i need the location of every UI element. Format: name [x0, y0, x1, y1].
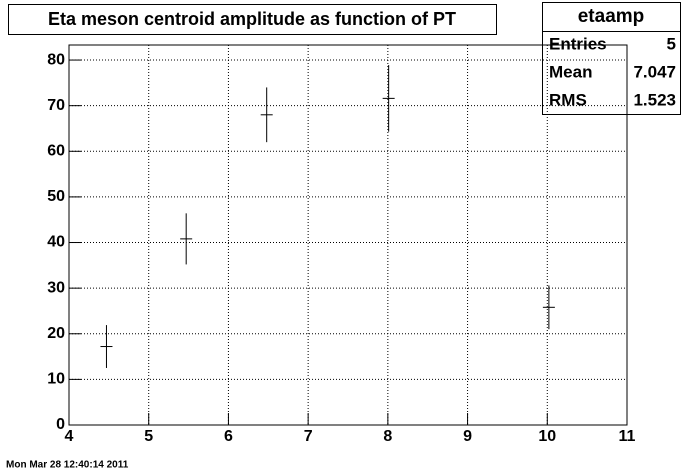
stats-label: Entries: [549, 34, 607, 53]
x-tick-label: 9: [463, 428, 472, 445]
y-tick-label: 50: [47, 188, 65, 205]
timestamp: Mon Mar 28 12:40:14 2011: [6, 460, 129, 471]
stats-value: 5: [667, 34, 676, 53]
stats-name: etaamp: [578, 6, 645, 27]
stats-label: RMS: [549, 90, 587, 109]
chart-title: Eta meson centroid amplitude as function…: [48, 9, 456, 29]
y-tick-label: 40: [47, 234, 65, 251]
x-tick-label: 5: [144, 428, 153, 445]
stats-value: 7.047: [633, 62, 676, 81]
stats-box: [542, 2, 681, 115]
x-tick-label: 8: [383, 428, 392, 445]
title-box: [8, 4, 497, 35]
y-tick-label: 20: [47, 325, 65, 342]
stats-value: 1.523: [633, 90, 676, 109]
x-tick-label: 10: [538, 428, 556, 445]
y-tick-label: 60: [47, 143, 65, 160]
y-tick-label: 80: [47, 51, 65, 68]
y-tick-label: 10: [47, 371, 65, 388]
y-tick-label: 0: [56, 416, 65, 433]
x-tick-label: 4: [65, 428, 74, 445]
stats-label: Mean: [549, 62, 592, 81]
y-tick-label: 70: [47, 97, 65, 114]
y-tick-label: 30: [47, 279, 65, 296]
x-tick-label: 6: [224, 428, 233, 445]
x-tick-label: 7: [304, 428, 313, 445]
x-tick-label: 11: [619, 428, 636, 445]
